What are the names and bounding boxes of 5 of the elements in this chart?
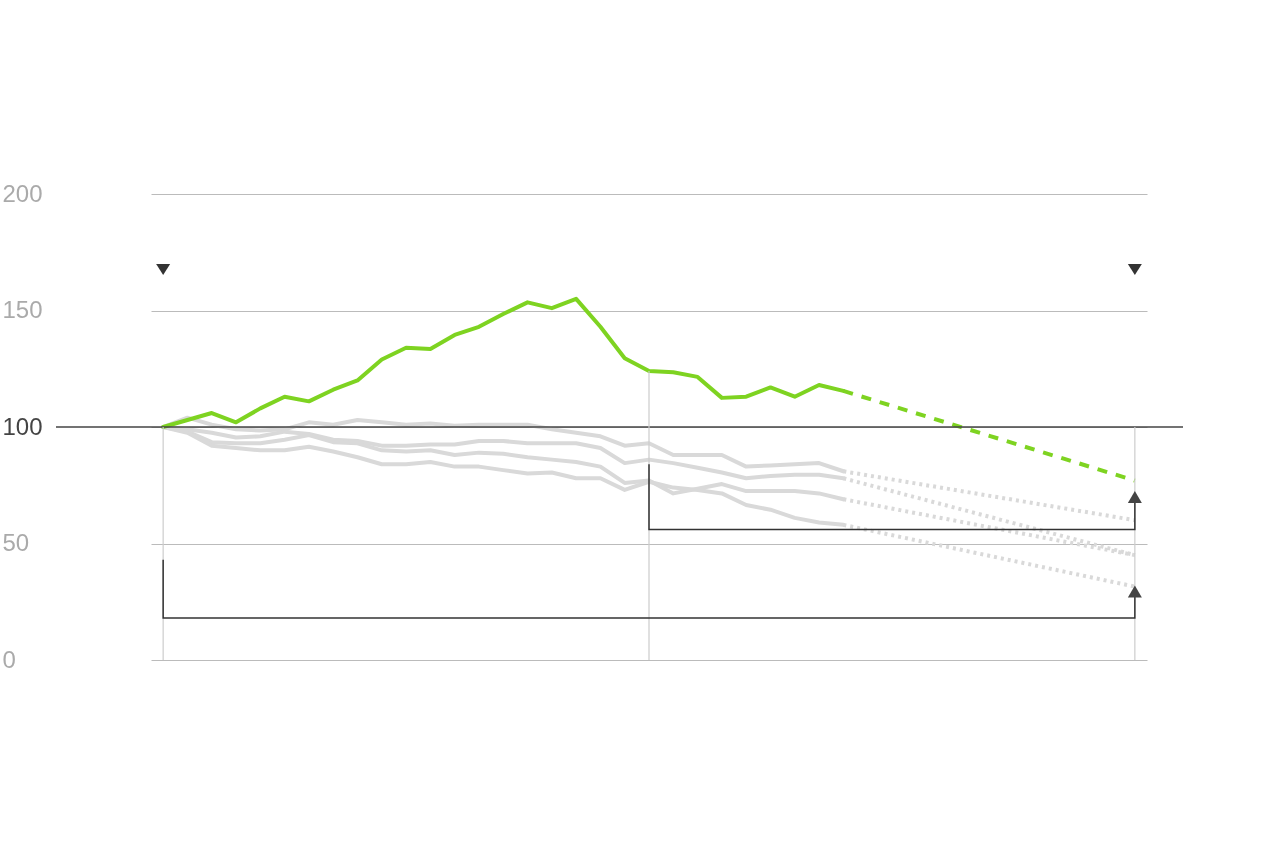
y-tick-label: 0 — [2, 645, 16, 673]
y-tick-label: 50 — [2, 529, 30, 556]
y-tick-label: 100 — [2, 412, 43, 440]
y-tick-label: 200 — [2, 179, 43, 207]
y-tick-label: 150 — [2, 296, 43, 323]
